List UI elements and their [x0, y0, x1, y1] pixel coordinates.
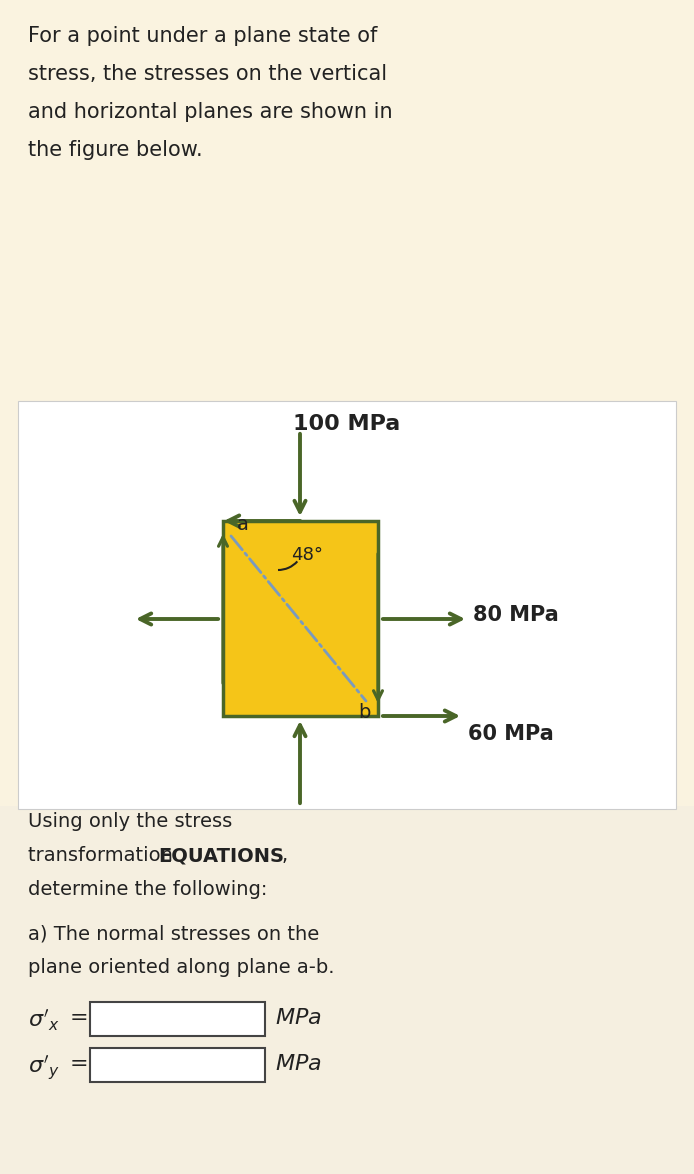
Text: determine the following:: determine the following: [28, 880, 267, 899]
Text: $MPa$: $MPa$ [275, 1054, 322, 1074]
Bar [90, 1048, 265, 1082]
Text: transformation: transformation [28, 846, 179, 865]
Bar [0, 807, 694, 1174]
Text: Using only the stress: Using only the stress [28, 812, 232, 831]
Text: 80 MPa: 80 MPa [473, 605, 559, 625]
Text: =: = [70, 1008, 89, 1028]
Text: For a point under a plane state of: For a point under a plane state of [28, 26, 378, 46]
Bar [223, 521, 378, 716]
Text: $\sigma'_y$: $\sigma'_y$ [28, 1054, 60, 1082]
Text: 60 MPa: 60 MPa [468, 724, 554, 744]
Text: a: a [237, 515, 249, 534]
Text: plane oriented along plane a-b.: plane oriented along plane a-b. [28, 958, 335, 977]
Text: b: b [358, 703, 371, 722]
Text: and horizontal planes are shown in: and horizontal planes are shown in [28, 102, 393, 122]
Text: a) The normal stresses on the: a) The normal stresses on the [28, 924, 319, 943]
Text: =: = [70, 1054, 89, 1074]
Bar [18, 402, 676, 809]
Text: $\sigma'_x$: $\sigma'_x$ [28, 1008, 60, 1033]
Text: EQUATIONS: EQUATIONS [158, 846, 284, 865]
Text: the figure below.: the figure below. [28, 140, 203, 160]
Text: 100 MPa: 100 MPa [294, 414, 400, 434]
Text: stress, the stresses on the vertical: stress, the stresses on the vertical [28, 65, 387, 85]
Text: $MPa$: $MPa$ [275, 1008, 322, 1028]
Text: ,: , [282, 846, 288, 865]
Bar [90, 1001, 265, 1035]
Text: 48°: 48° [291, 546, 323, 564]
Bar [0, 0, 694, 404]
